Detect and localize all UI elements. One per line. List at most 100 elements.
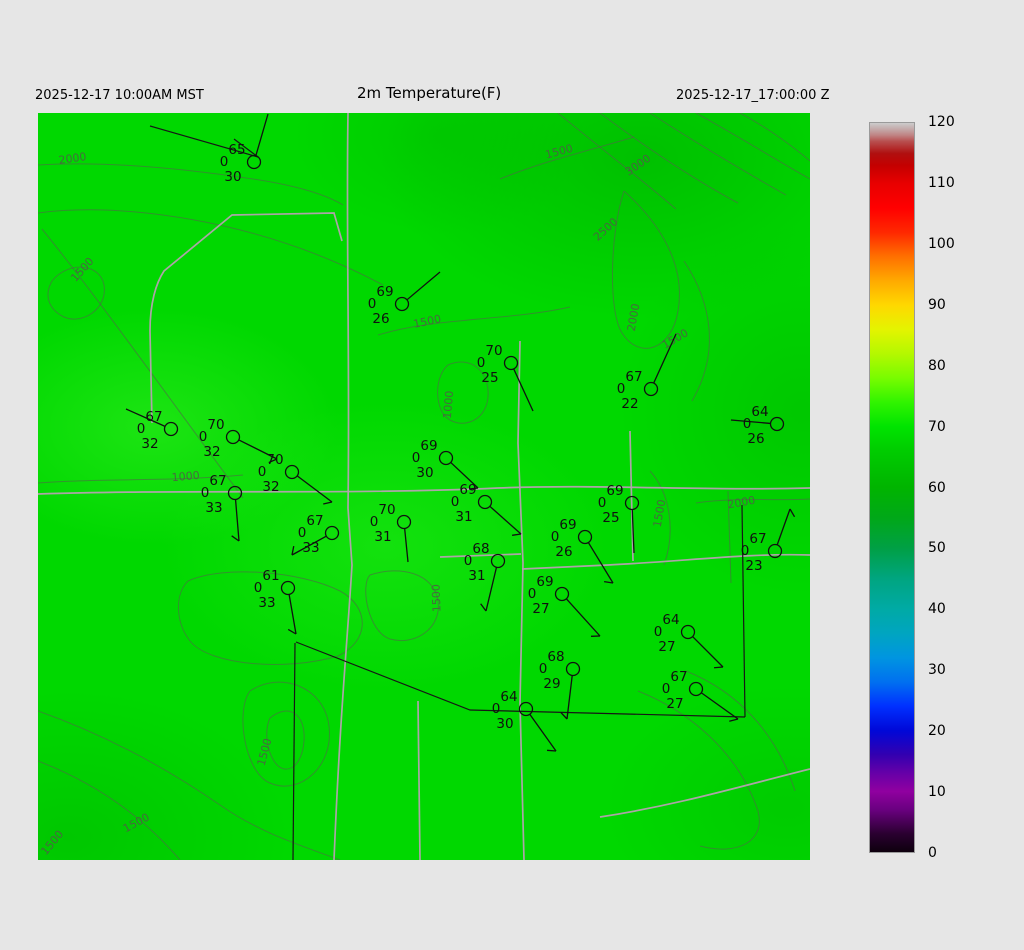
station-circle-icon — [394, 296, 410, 312]
station-temperature-value: 67 — [749, 531, 766, 547]
wind-barb-tick — [480, 603, 487, 612]
station-bottom-value: 27 — [658, 639, 675, 655]
terrain-contour-line — [377, 306, 571, 336]
station-temperature-value: 67 — [670, 669, 687, 685]
wind-barb-line — [776, 508, 791, 546]
colorbar-tick-label: 30 — [928, 662, 946, 679]
station-left-value: 0 — [551, 529, 560, 545]
wind-barb-line — [125, 408, 166, 427]
station-bottom-value: 23 — [745, 558, 762, 574]
station-temperature-value: 67 — [209, 473, 226, 489]
wind-barb-tick — [231, 535, 240, 542]
wind-barb-line — [255, 113, 269, 156]
station-temperature-value: 70 — [266, 452, 283, 468]
station-left-value: 0 — [298, 525, 307, 541]
terrain-contour-line — [177, 571, 363, 665]
terrain-contour-line — [739, 113, 810, 162]
station-circle-icon — [565, 661, 581, 677]
colorbar-tick-label: 70 — [928, 418, 946, 435]
station-left-value: 0 — [258, 464, 267, 480]
station-bottom-value: 30 — [224, 169, 241, 185]
station-temperature-value: 64 — [500, 689, 517, 705]
road-line — [346, 113, 353, 566]
colorbar-tick-label: 50 — [928, 540, 946, 557]
station-circle-icon — [280, 580, 296, 596]
station-temperature-value: 67 — [625, 369, 642, 385]
station-bottom-value: 30 — [496, 716, 513, 732]
colorbar-tick-label: 10 — [928, 784, 946, 801]
contour-elevation-label: 3000 — [623, 152, 653, 179]
terrain-contour-line — [437, 361, 489, 424]
wind-barb-line — [296, 475, 333, 503]
station-temperature-value: 69 — [420, 438, 437, 454]
station-circle-icon — [518, 701, 534, 717]
terrain-contour-line — [695, 498, 810, 504]
station-bottom-value: 26 — [555, 544, 572, 560]
road-line — [38, 485, 810, 495]
road-line — [439, 553, 522, 558]
station-temperature-value: 64 — [751, 404, 768, 420]
station-bottom-value: 33 — [258, 595, 275, 611]
terrain-contour-line — [38, 760, 181, 860]
wind-barb-line — [730, 419, 771, 425]
station-temperature-value: 68 — [547, 649, 564, 665]
station-left-value: 0 — [199, 429, 208, 445]
wind-barb-line — [450, 461, 479, 489]
station-bottom-value: 22 — [621, 396, 638, 412]
colorbar-tick-label: 60 — [928, 479, 946, 496]
station-bottom-value: 33 — [302, 540, 319, 556]
wind-barb-line — [485, 567, 498, 612]
station-circle-icon — [554, 586, 570, 602]
wind-barb-tick — [789, 508, 796, 518]
station-left-value: 0 — [654, 624, 663, 640]
wind-barb-line — [700, 692, 739, 720]
wind-barb-line — [587, 542, 614, 584]
wind-barb-line — [566, 675, 573, 720]
contour-elevation-label: 2000 — [726, 494, 756, 512]
wind-barb-tick — [560, 711, 568, 720]
contour-elevation-label: 1000 — [171, 469, 200, 484]
station-bottom-value: 31 — [468, 568, 485, 584]
contour-elevation-label: 2000 — [58, 150, 88, 167]
wind-barb-tick — [713, 666, 724, 669]
station-left-value: 0 — [598, 495, 607, 511]
station-circle-icon — [680, 624, 696, 640]
station-circle-icon — [624, 495, 640, 511]
boundary-line — [292, 642, 296, 860]
station-temperature-value: 69 — [559, 517, 576, 533]
station-circle-icon — [503, 355, 519, 371]
terrain-contour-line — [38, 710, 341, 860]
wind-barb-line — [403, 528, 409, 563]
map-overlay-svg: 2000150015003000250020001500150010001000… — [38, 113, 810, 860]
station-left-value: 0 — [464, 553, 473, 569]
station-left-value: 0 — [412, 450, 421, 466]
station-circle-icon — [767, 543, 783, 559]
station-temperature-value: 61 — [262, 568, 279, 584]
road-line — [521, 553, 810, 570]
colorbar-tick-label: 90 — [928, 296, 946, 313]
boundary-line — [295, 641, 746, 718]
temperature-map: 2000 1500 1500 3000 2500 2000 1500 1500 1000 1000… — [38, 113, 810, 860]
station-circle-icon — [643, 381, 659, 397]
station-temperature-value: 67 — [306, 513, 323, 529]
contour-elevation-label: 1500 — [121, 811, 152, 836]
station-left-value: 0 — [492, 701, 501, 717]
station-temperature-value: 70 — [378, 502, 395, 518]
terrain-contour-line — [41, 228, 244, 499]
station-temperature-value: 69 — [606, 483, 623, 499]
